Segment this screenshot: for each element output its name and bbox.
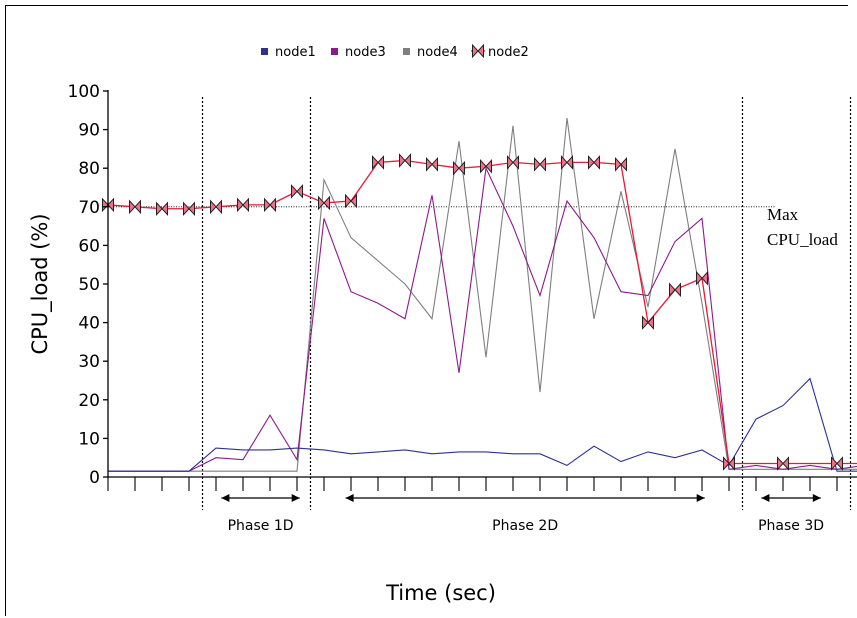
max-label-line1: Max [767,205,799,224]
y-axis-title: CPU_load (%) [28,213,53,354]
y-tick-label-100: 100 [68,82,100,102]
max-label-line2: CPU_load [767,230,838,249]
legend-marker-node1 [261,48,268,55]
legend: node1 node3 node4 node2 [261,43,529,60]
node2-marker-x8 [291,184,303,199]
y-tick-label-80: 80 [78,159,100,179]
legend-marker-node4 [403,48,410,55]
node2-marker-x23 [696,270,708,286]
node2-marker-x3 [156,201,168,217]
legend-label-node4: node4 [417,45,458,60]
node2-marker-x21 [642,315,654,330]
node2-marker-x2 [129,199,141,215]
legend-label-node3: node3 [345,45,386,60]
legend-label-node1: node1 [275,45,316,60]
y-tick-label-10: 10 [78,429,100,449]
node2-marker-x28 [831,456,843,471]
phase-arrow-1-head-left [221,494,230,502]
phase-arrow-3-head-right [812,494,821,502]
node2-marker-x7 [264,197,276,213]
node2-marker-x24 [723,456,735,471]
node2-marker-x14 [453,160,465,176]
y-tick-label-20: 20 [78,391,100,411]
node2-marker-x9 [318,195,330,211]
node2-marker-x16 [507,155,519,170]
legend-marker-node2 [472,43,484,59]
node2-marker-x22 [669,282,681,298]
node2-marker-x10 [345,193,357,209]
phase-arrow-3-head-left [761,494,770,502]
series-line-node4 [108,117,857,472]
legend-label-node2: node2 [488,45,529,60]
y-tick-label-30: 30 [78,352,100,372]
phase-annotations: Phase 1D Phase 2D Phase 3D [221,494,824,534]
chart-frame [5,5,848,616]
legend-marker-node3 [331,48,338,55]
series-group [102,117,857,472]
y-tick-label-90: 90 [78,121,100,141]
node2-marker-x11 [372,155,384,170]
phase-arrow-2-head-right [696,494,705,502]
node2-marker-x26 [777,456,789,471]
node2-marker-x6 [237,197,249,213]
y-tick-label-50: 50 [78,275,100,295]
node2-marker-x15 [480,158,492,174]
x-axis-title: Time (sec) [385,581,496,605]
node2-marker-x12 [399,153,411,168]
node2-marker-x4 [183,201,195,217]
phase-arrow-2-head-left [345,494,354,502]
y-tick-label-0: 0 [89,468,100,488]
y-tick-label-60: 60 [78,236,100,256]
y-tick-label-40: 40 [78,314,100,334]
y-tick-label-70: 70 [78,198,100,218]
phase-arrow-1-head-right [291,494,300,502]
node2-marker-x18 [561,155,573,170]
node2-marker-x19 [588,155,600,170]
phase-boundary-lines [201,97,852,510]
node2-marker-x17 [534,157,546,172]
node2-marker-x20 [615,157,627,172]
axes: 0 10 20 30 40 50 60 70 80 90 100 [68,82,857,491]
node2-marker-x13 [426,157,438,172]
phase-label-2: Phase 2D [492,518,558,534]
phase-label-1: Phase 1D [228,518,294,534]
node2-marker-x5 [210,199,222,215]
phase-label-3: Phase 3D [758,518,824,534]
series-line-node3 [108,166,857,472]
series-line-node1 [108,377,857,472]
